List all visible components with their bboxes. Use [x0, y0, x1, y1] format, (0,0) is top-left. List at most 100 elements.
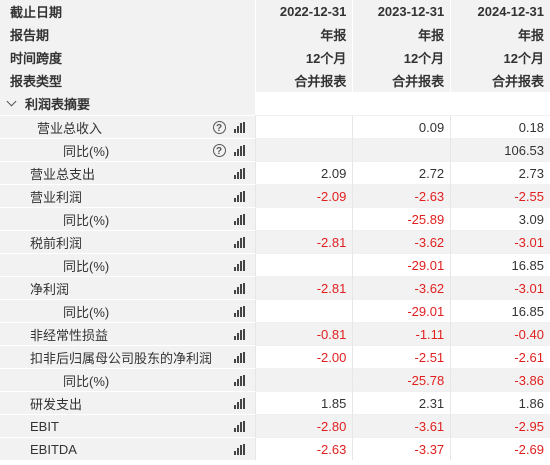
value-cell: -0.40	[450, 322, 550, 345]
row-label: EBITDA	[30, 441, 77, 457]
value-cell: 3.09	[450, 207, 550, 230]
row-label-cell: 净利润	[0, 276, 255, 299]
value-cell: 1.86	[450, 391, 550, 414]
value-cell: 0.18	[450, 115, 550, 138]
header-label: 时间跨度	[0, 46, 255, 69]
row-label-cell: 营业利润	[0, 184, 255, 207]
row-icons	[233, 392, 245, 414]
value-cell: -25.78	[352, 368, 451, 391]
row-label: 扣非后归属母公司股东的净利润	[30, 350, 213, 366]
row-label: 同比(%)	[63, 373, 110, 389]
row-icons	[233, 346, 245, 368]
row-label-cell: EBIT	[0, 414, 255, 437]
bar-chart-icon[interactable]	[233, 167, 245, 179]
header-label: 截止日期	[0, 0, 255, 23]
value-cell: -2.55	[450, 184, 550, 207]
empty-cell	[352, 92, 451, 115]
section-income-summary[interactable]: 利润表摘要	[0, 92, 550, 115]
row-label: 净利润	[30, 281, 70, 297]
row-icons	[233, 438, 245, 460]
bar-chart-icon[interactable]	[233, 374, 245, 386]
bar-chart-icon[interactable]	[233, 121, 245, 133]
row-icons	[233, 254, 245, 276]
question-circle-icon[interactable]: ?	[212, 120, 226, 134]
value-cell	[254, 207, 353, 230]
row-label-cell: 扣非后归属母公司股东的净利润	[0, 345, 255, 368]
bar-chart-icon[interactable]	[233, 443, 245, 455]
table-row: 营业利润 -2.09 -2.63 -2.55	[0, 184, 550, 207]
row-label-cell: 同比(%)	[0, 207, 255, 230]
value-cell: 2.09	[254, 161, 353, 184]
header-value: 年报	[352, 23, 451, 46]
row-icons	[233, 162, 245, 184]
table-row: 同比(%) -29.01 16.85	[0, 253, 550, 276]
value-cell: -2.09	[254, 184, 353, 207]
header-value: 2024-12-31	[450, 0, 550, 23]
row-icons: ?	[212, 139, 245, 161]
header-row-type: 报表类型 合并报表 合并报表 合并报表	[0, 69, 550, 92]
bar-chart-icon[interactable]	[233, 328, 245, 340]
value-cell: -0.81	[254, 322, 353, 345]
header-row-period: 报告期 年报 年报 年报	[0, 23, 550, 46]
header-value: 12个月	[254, 46, 353, 69]
value-cell	[254, 368, 353, 391]
header-value: 12个月	[450, 46, 550, 69]
question-circle-icon[interactable]: ?	[212, 143, 226, 157]
header-value: 12个月	[352, 46, 451, 69]
header-row-date: 截止日期 2022-12-31 2023-12-31 2024-12-31	[0, 0, 550, 23]
row-icons	[233, 415, 245, 437]
row-label-cell: 税前利润	[0, 230, 255, 253]
row-label-cell: 同比(%)?	[0, 138, 255, 161]
row-label: 非经常性损益	[30, 327, 109, 343]
row-label: 税前利润	[30, 235, 83, 251]
table-row: 同比(%) -25.89 3.09	[0, 207, 550, 230]
row-label: EBIT	[30, 418, 59, 434]
bar-chart-icon[interactable]	[233, 259, 245, 271]
header-value: 合并报表	[352, 69, 451, 92]
value-cell: -2.63	[254, 437, 353, 460]
value-cell	[352, 138, 451, 161]
row-label-cell: 营业总支出	[0, 161, 255, 184]
table-row: EBITDA -2.63 -3.37 -2.69	[0, 437, 550, 460]
bar-chart-icon[interactable]	[233, 282, 245, 294]
empty-cell	[254, 92, 353, 115]
row-label: 营业利润	[30, 189, 83, 205]
bar-chart-icon[interactable]	[233, 236, 245, 248]
row-icons	[233, 323, 245, 345]
value-cell: 2.73	[450, 161, 550, 184]
table-row: EBIT -2.80 -3.61 -2.95	[0, 414, 550, 437]
bar-chart-icon[interactable]	[233, 305, 245, 317]
header-row-span: 时间跨度 12个月 12个月 12个月	[0, 46, 550, 69]
value-cell: -29.01	[352, 299, 451, 322]
table-row: 同比(%) -25.78 -3.86	[0, 368, 550, 391]
empty-cell	[450, 92, 550, 115]
row-label: 研发支出	[30, 396, 83, 412]
value-cell	[254, 299, 353, 322]
row-label: 同比(%)	[63, 258, 110, 274]
section-toggle[interactable]: 利润表摘要	[0, 92, 255, 115]
bar-chart-icon[interactable]	[233, 351, 245, 363]
value-cell: -2.51	[352, 345, 451, 368]
row-label-cell: 营业总收入?	[0, 115, 255, 138]
header-value: 合并报表	[254, 69, 353, 92]
header-label: 报告期	[0, 23, 255, 46]
value-cell: -2.81	[254, 230, 353, 253]
row-icons: ?	[212, 116, 245, 138]
bar-chart-icon[interactable]	[233, 397, 245, 409]
bar-chart-icon[interactable]	[233, 144, 245, 156]
row-label-cell: 研发支出	[0, 391, 255, 414]
row-icons	[233, 300, 245, 322]
row-label-cell: 同比(%)	[0, 368, 255, 391]
table-row: 扣非后归属母公司股东的净利润 -2.00 -2.51 -2.61	[0, 345, 550, 368]
table-row: 研发支出 1.85 2.31 1.86	[0, 391, 550, 414]
bar-chart-icon[interactable]	[233, 213, 245, 225]
value-cell: -2.81	[254, 276, 353, 299]
header-value: 2022-12-31	[254, 0, 353, 23]
row-label-cell: 同比(%)	[0, 299, 255, 322]
header-value: 年报	[450, 23, 550, 46]
bar-chart-icon[interactable]	[233, 190, 245, 202]
bar-chart-icon[interactable]	[233, 420, 245, 432]
value-cell	[254, 138, 353, 161]
table-row: 营业总支出 2.09 2.72 2.73	[0, 161, 550, 184]
